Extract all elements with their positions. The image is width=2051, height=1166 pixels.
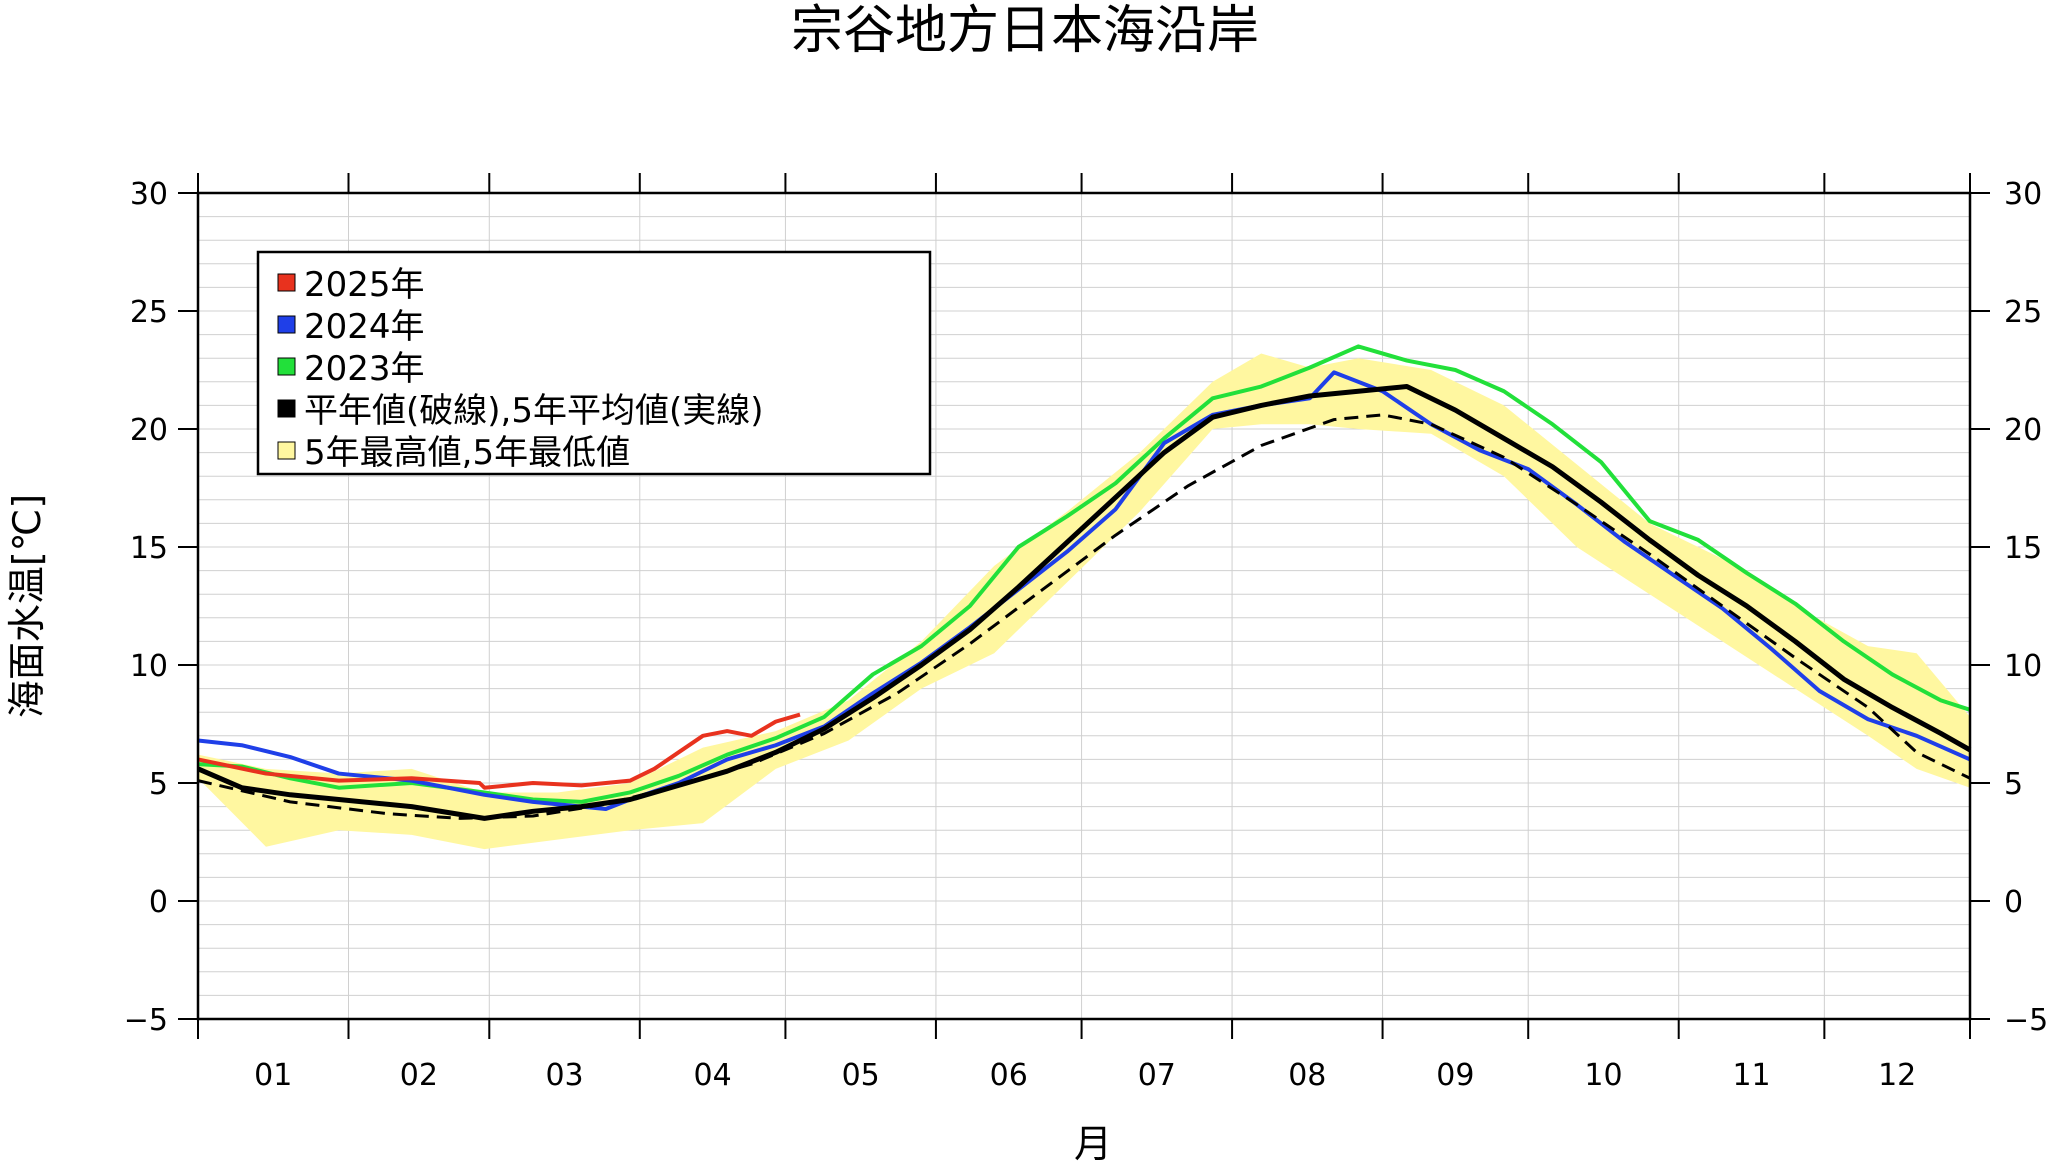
range-band [198, 353, 1970, 850]
y-tick-label-right: 5 [2004, 767, 2023, 802]
series-line-4 [197, 384, 1972, 821]
legend-label: 2023年 [304, 349, 425, 389]
x-tick-label: 07 [1138, 1058, 1176, 1093]
legend-swatch [277, 315, 296, 334]
legend-box [256, 250, 932, 476]
y-tick-label-right: 15 [2004, 531, 2042, 566]
band-area [198, 353, 1970, 850]
y-tick-label-right: 10 [2004, 649, 2042, 684]
y-tick-label-right: 20 [2004, 413, 2042, 448]
y-tick-label-right: 25 [2004, 295, 2042, 330]
legend-swatch [277, 273, 296, 292]
legend-label: 平年値(破線),5年平均値(実線) [304, 391, 764, 431]
y-tick-label-left: 10 [130, 649, 168, 684]
y-tick-label-left: 5 [149, 767, 168, 802]
y-tick-label-left: 20 [130, 413, 168, 448]
chart-title: 宗谷地方日本海沿岸 [791, 1, 1259, 61]
legend-swatch [277, 357, 296, 376]
y-tick-label-left: 30 [130, 177, 168, 212]
x-tick-label: 11 [1732, 1058, 1770, 1093]
x-tick-label: 04 [694, 1058, 732, 1093]
x-tick-label: 03 [545, 1058, 583, 1093]
x-tick-label: 09 [1436, 1058, 1474, 1093]
series-line-5 [197, 413, 1971, 820]
y-tick-label-left: −5 [124, 1003, 168, 1038]
legend-swatch [277, 441, 296, 460]
x-tick-label: 01 [254, 1058, 292, 1093]
y-tick-label-left: 15 [130, 531, 168, 566]
series-line-2 [197, 370, 1971, 811]
y-tick-label-right: 30 [2004, 177, 2042, 212]
y-tick-label-right: 0 [2004, 885, 2023, 920]
y-tick-label-right: −5 [2004, 1003, 2048, 1038]
series-line-3 [197, 344, 1971, 804]
series-lines [197, 344, 1972, 821]
plot-frame [196, 191, 1972, 1021]
x-tick-label: 06 [990, 1058, 1028, 1093]
series-line-1 [197, 712, 801, 790]
x-axis-label: 月 [1074, 1122, 1112, 1166]
y-tick-label-left: 25 [130, 295, 168, 330]
legend-label: 2024年 [304, 307, 425, 347]
legend-label: 5年最高値,5年最低値 [304, 433, 630, 473]
x-tick-label: 05 [842, 1058, 880, 1093]
legend: 2025年2024年2023年平年値(破線),5年平均値(実線)5年最高値,5年… [256, 250, 932, 476]
x-tick-label: 12 [1878, 1058, 1916, 1093]
axis-ticks: 30 30 25 25 20 20 15 15 10 10 5 5 0 0 −5 −5 01 02 03 04 05 06… [124, 173, 2048, 1093]
x-tick-label: 02 [400, 1058, 438, 1093]
x-tick-label: 10 [1584, 1058, 1622, 1093]
y-axis-label: 海面水温[℃] [5, 494, 49, 718]
y-tick-label-left: 0 [149, 885, 168, 920]
legend-label: 2025年 [304, 265, 425, 305]
legend-swatch [277, 399, 296, 418]
x-tick-label: 08 [1288, 1058, 1326, 1093]
